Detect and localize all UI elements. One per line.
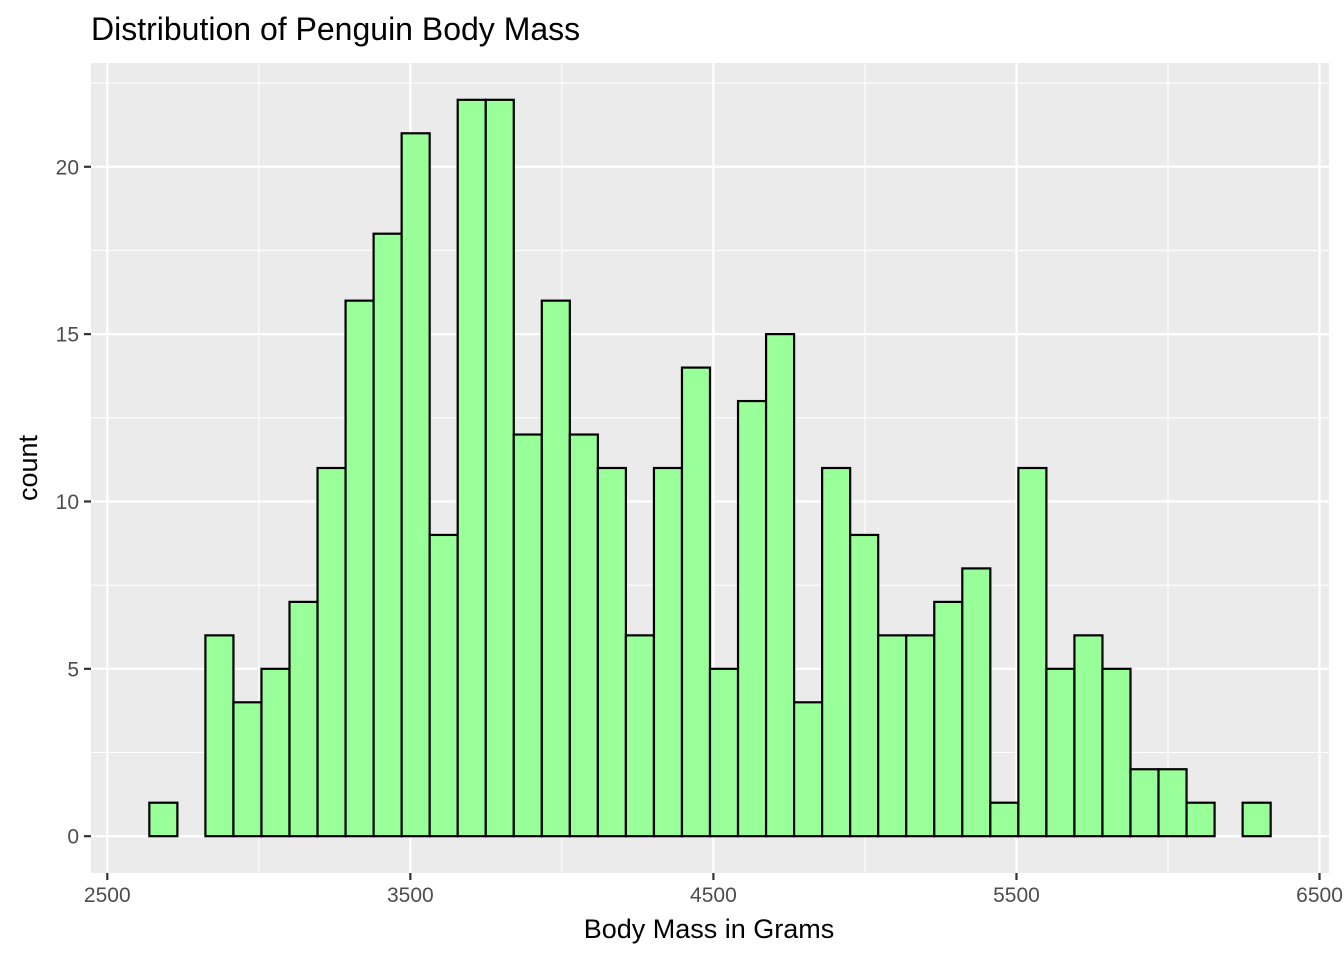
- histogram-bar: [877, 634, 908, 838]
- x-axis-label: Body Mass in Grams: [584, 914, 835, 944]
- histogram-bar: [1129, 768, 1160, 838]
- histogram-bar: [1157, 768, 1188, 838]
- y-tick-label: 20: [56, 156, 79, 179]
- histogram-bar: [1017, 466, 1048, 838]
- histogram-bar: [400, 132, 431, 838]
- x-tick-label: 4500: [690, 884, 737, 907]
- y-tick-label: 5: [67, 658, 79, 681]
- chart-title: Distribution of Penguin Body Mass: [91, 11, 580, 47]
- histogram-bars: [148, 98, 1272, 838]
- histogram-bar: [596, 466, 628, 838]
- histogram-bar: [204, 634, 235, 838]
- histogram-bar: [1241, 801, 1272, 838]
- histogram-bar: [568, 433, 599, 838]
- histogram-bar: [1073, 634, 1104, 838]
- histogram-bar: [232, 701, 263, 838]
- histogram-bar: [989, 801, 1020, 838]
- histogram-bar: [849, 533, 880, 838]
- histogram-bar: [792, 701, 824, 838]
- histogram-bar: [736, 399, 768, 838]
- x-tick-label: 5500: [993, 884, 1040, 907]
- y-tick-label: 10: [56, 491, 79, 514]
- x-tick-label: 6500: [1296, 884, 1343, 907]
- x-axis: 2500 3500 4500 5500 6500: [84, 873, 1343, 907]
- histogram-bar: [288, 600, 319, 838]
- histogram-bar: [148, 801, 179, 838]
- histogram-bar: [652, 466, 684, 838]
- y-axis-label: count: [13, 434, 43, 501]
- histogram-bar: [456, 98, 487, 838]
- histogram-bar: [764, 333, 796, 838]
- histogram-bar: [372, 232, 403, 838]
- x-tick-label: 2500: [84, 884, 131, 907]
- y-tick-label: 15: [56, 324, 79, 347]
- y-axis: 0 5 10 15 20: [56, 156, 91, 849]
- histogram-bar: [624, 634, 656, 838]
- histogram-bar: [961, 567, 992, 838]
- histogram-bar: [933, 600, 964, 838]
- histogram-bar: [708, 667, 740, 838]
- histogram-bar: [1045, 667, 1076, 838]
- histogram-bar: [428, 533, 459, 838]
- histogram-bar: [512, 433, 543, 838]
- x-tick-label: 3500: [387, 884, 434, 907]
- histogram-bar: [344, 299, 375, 838]
- histogram-bar: [1185, 801, 1216, 838]
- histogram-bar: [540, 299, 571, 838]
- histogram-bar: [905, 634, 936, 838]
- histogram-bar: [1101, 667, 1132, 838]
- histogram-bar: [680, 366, 712, 838]
- histogram-bar: [260, 667, 291, 838]
- histogram-bar: [484, 98, 515, 838]
- histogram-bar: [316, 466, 347, 838]
- y-tick-label: 0: [67, 826, 79, 849]
- histogram-bar: [821, 466, 852, 838]
